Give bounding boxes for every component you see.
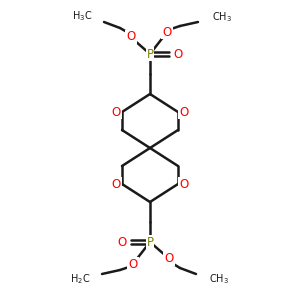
Text: O: O [126,31,136,44]
Text: CH$_3$: CH$_3$ [212,10,232,24]
Text: H$_2$C: H$_2$C [70,272,90,286]
Text: P: P [146,47,154,61]
Text: O: O [111,106,121,118]
Text: CH$_3$: CH$_3$ [209,272,229,286]
Text: O: O [164,253,174,266]
Text: O: O [173,47,183,61]
Text: O: O [111,178,121,190]
Text: O: O [128,257,138,271]
Text: O: O [162,26,172,38]
Text: O: O [179,178,189,190]
Text: P: P [146,236,154,248]
Text: H$_3$C: H$_3$C [72,9,92,23]
Text: O: O [179,106,189,118]
Text: O: O [117,236,127,248]
